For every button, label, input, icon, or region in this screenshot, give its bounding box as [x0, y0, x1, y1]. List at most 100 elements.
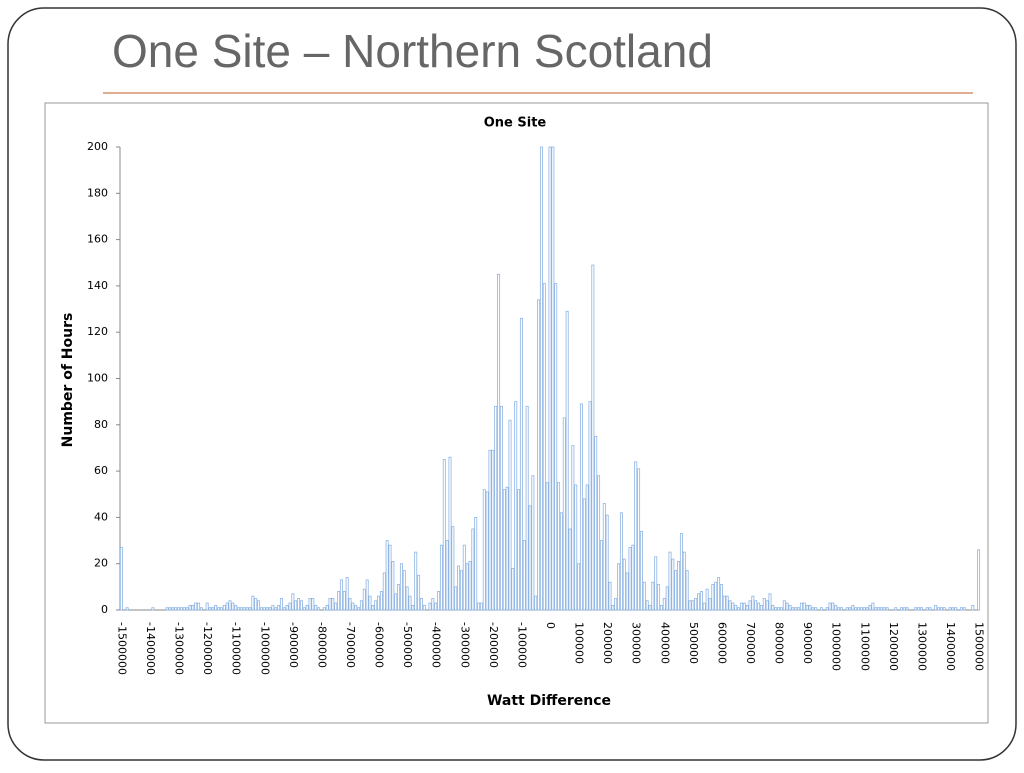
slide-title: One Site – Northern Scotland	[112, 25, 713, 77]
bar	[471, 528, 475, 611]
x-tick-label: -1000000	[258, 622, 271, 675]
bar	[602, 503, 606, 611]
bar	[525, 405, 529, 611]
bar	[337, 591, 341, 611]
bar	[802, 602, 806, 611]
bar	[497, 273, 501, 611]
bar	[368, 595, 372, 611]
bar	[811, 607, 815, 611]
bar	[225, 602, 229, 611]
bar	[534, 595, 538, 611]
bar	[414, 551, 418, 611]
bar	[905, 607, 909, 611]
bar	[205, 602, 209, 611]
bar	[517, 489, 521, 611]
bar	[345, 577, 349, 611]
x-tick-label: 1300000	[915, 622, 928, 671]
bar	[448, 456, 452, 611]
bar	[451, 526, 455, 611]
bar	[394, 593, 398, 611]
bar	[411, 604, 415, 611]
bar	[208, 607, 212, 611]
bar	[334, 602, 338, 611]
bar	[211, 607, 215, 611]
bar	[885, 607, 889, 611]
bar	[877, 607, 881, 611]
bar	[971, 604, 975, 611]
bar	[125, 607, 129, 611]
bar	[428, 602, 432, 611]
bar	[742, 602, 746, 611]
y-tick-label: 80	[94, 418, 108, 431]
bar	[657, 584, 661, 611]
bar	[328, 598, 332, 611]
y-tick-label: 20	[94, 557, 108, 570]
bar	[354, 604, 358, 611]
bar	[814, 607, 818, 611]
bar	[882, 607, 886, 611]
bar	[457, 565, 461, 611]
bar	[465, 563, 469, 611]
bar	[482, 489, 486, 611]
bar	[491, 449, 495, 611]
bar	[442, 459, 446, 611]
y-tick-label: 140	[87, 279, 108, 292]
bar	[399, 563, 403, 611]
bar	[734, 604, 738, 611]
bar	[865, 607, 869, 611]
bar	[697, 593, 701, 611]
bar	[294, 600, 298, 611]
bar	[791, 607, 795, 611]
x-tick-label: -700000	[344, 622, 357, 668]
bar	[382, 572, 386, 611]
bar	[831, 602, 835, 611]
bar	[231, 602, 235, 611]
bar	[228, 600, 232, 611]
bar	[962, 607, 966, 611]
bar	[614, 598, 618, 611]
x-tick-label: -1200000	[201, 622, 214, 675]
bar	[668, 551, 672, 611]
bar	[577, 563, 581, 611]
bar	[274, 607, 278, 611]
bar	[342, 591, 346, 611]
bar	[379, 591, 383, 611]
x-tick-label: -100000	[515, 622, 528, 668]
bar	[722, 595, 726, 611]
bar	[454, 586, 458, 611]
y-tick-label: 0	[101, 603, 108, 616]
bar	[959, 607, 963, 611]
bar	[768, 593, 772, 611]
x-tick-label: 200000	[601, 622, 614, 664]
bar	[594, 435, 598, 611]
bar	[279, 598, 283, 611]
bar	[325, 604, 329, 611]
bar	[357, 607, 361, 611]
bar	[477, 602, 481, 611]
bar	[339, 579, 343, 611]
bar	[351, 602, 355, 611]
bar	[871, 602, 875, 611]
bar	[239, 607, 243, 611]
bar	[619, 512, 623, 611]
x-tick-label: 0	[544, 622, 557, 629]
bar	[174, 607, 178, 611]
bar	[537, 299, 541, 611]
bar	[748, 600, 752, 611]
bar	[737, 607, 741, 611]
bar	[365, 579, 369, 611]
bar	[299, 600, 303, 611]
bar	[939, 607, 943, 611]
bar	[837, 607, 841, 611]
bar	[917, 607, 921, 611]
bar	[879, 607, 883, 611]
bar	[385, 540, 389, 611]
bar	[825, 607, 829, 611]
bar	[902, 607, 906, 611]
bar	[674, 570, 678, 611]
bar	[417, 574, 421, 611]
bar	[928, 607, 932, 611]
x-tick-label: 400000	[658, 622, 671, 664]
bar	[868, 604, 872, 611]
bar	[579, 403, 583, 611]
